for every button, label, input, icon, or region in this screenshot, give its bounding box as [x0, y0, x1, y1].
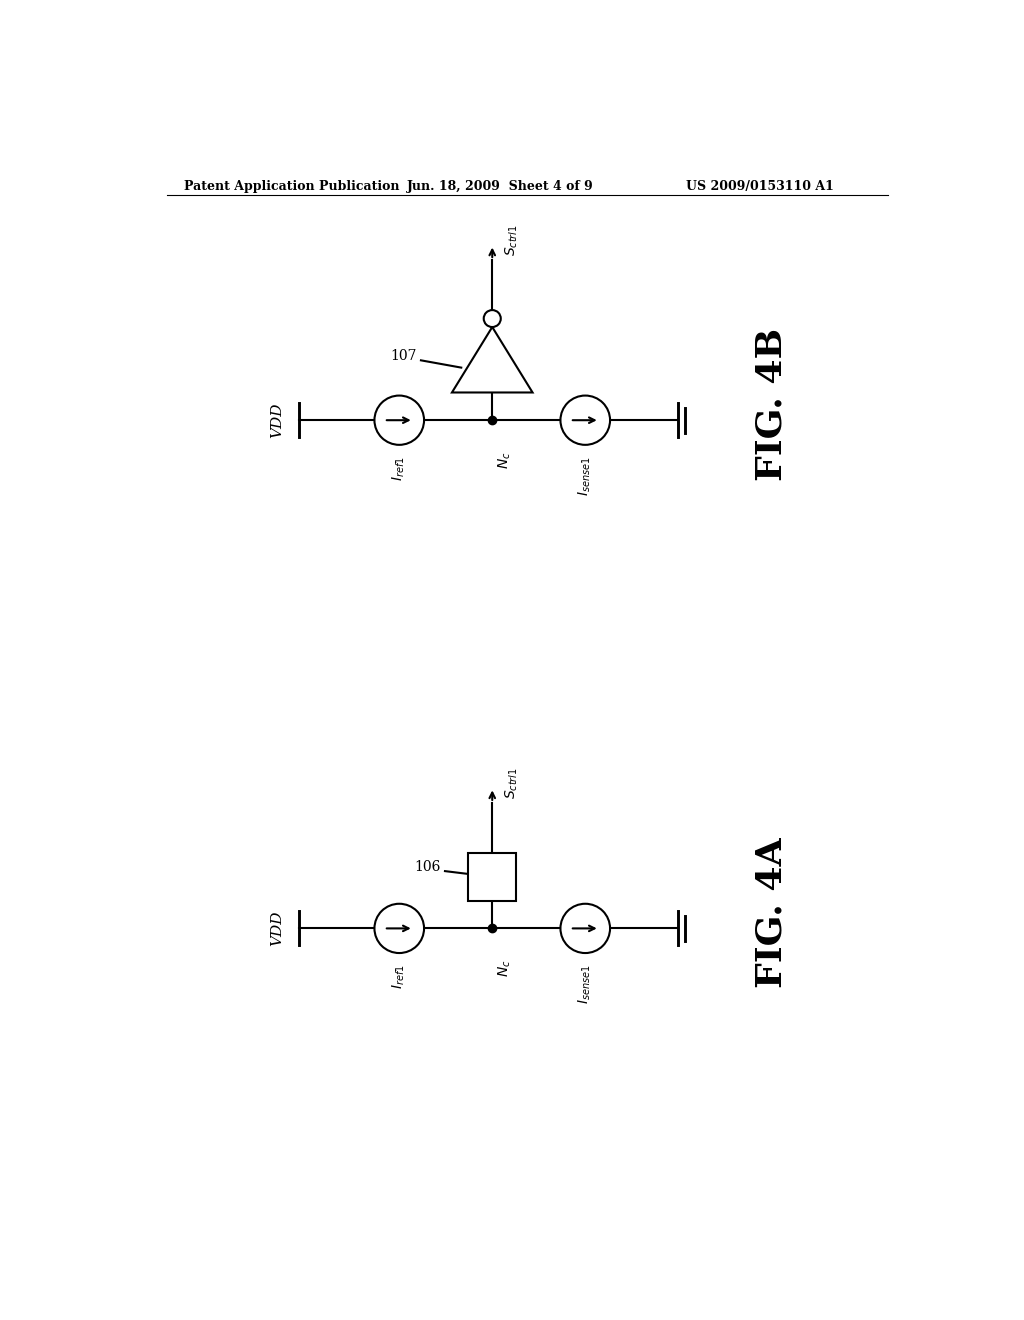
Text: $N_c$: $N_c$: [496, 960, 513, 977]
Circle shape: [375, 904, 424, 953]
Text: VDD: VDD: [269, 403, 284, 438]
Text: Jun. 18, 2009  Sheet 4 of 9: Jun. 18, 2009 Sheet 4 of 9: [407, 180, 594, 193]
Text: VDD: VDD: [269, 911, 284, 946]
Text: $I_{sense1}$: $I_{sense1}$: [578, 965, 594, 1005]
Circle shape: [375, 396, 424, 445]
Text: Patent Application Publication: Patent Application Publication: [183, 180, 399, 193]
Text: FIG. 4A: FIG. 4A: [755, 838, 788, 989]
Text: US 2009/0153110 A1: US 2009/0153110 A1: [686, 180, 834, 193]
Bar: [468, 853, 516, 900]
Circle shape: [560, 396, 610, 445]
Circle shape: [483, 310, 501, 327]
Text: $S_{ctrl1}$: $S_{ctrl1}$: [504, 767, 520, 799]
Circle shape: [560, 904, 610, 953]
Text: $I_{sense1}$: $I_{sense1}$: [578, 457, 594, 496]
Text: 106: 106: [415, 861, 441, 874]
Text: $I_{ref1}$: $I_{ref1}$: [391, 457, 408, 480]
Text: $I_{ref1}$: $I_{ref1}$: [391, 965, 408, 989]
Text: $S_{ctrl1}$: $S_{ctrl1}$: [504, 224, 520, 256]
Polygon shape: [452, 327, 532, 392]
Text: FIG. 4B: FIG. 4B: [755, 329, 788, 482]
Text: $N_c$: $N_c$: [496, 451, 513, 469]
Text: 107: 107: [390, 350, 417, 363]
